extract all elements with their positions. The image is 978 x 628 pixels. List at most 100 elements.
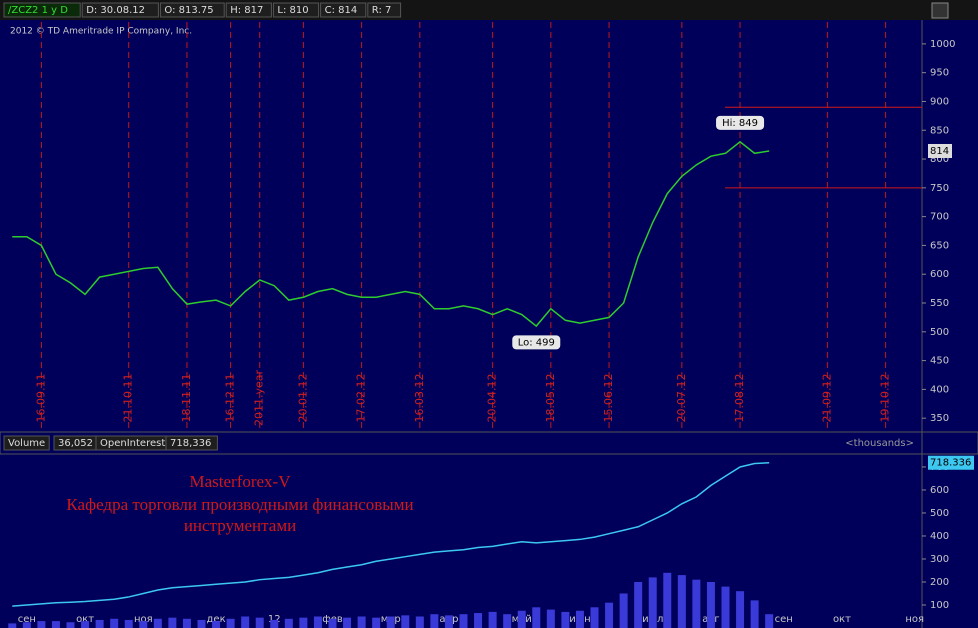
units-label: <thousands> (845, 438, 914, 449)
y-tick-label: 500 (930, 508, 949, 519)
x-tick-label: 21.10.11 (122, 374, 135, 423)
y-tick-label: 500 (930, 327, 949, 338)
watermark: Кафедра торговли производными финансовым… (66, 495, 413, 514)
y-tick-label: 900 (930, 96, 949, 107)
volume-bar (634, 581, 643, 628)
volume-bar (139, 621, 148, 628)
settings-button[interactable] (931, 2, 949, 19)
watermark: инструментами (184, 516, 296, 535)
volume-bar (605, 602, 614, 628)
volume-bar (22, 622, 31, 628)
volume-bar (110, 618, 119, 628)
header-field: D: 30.08.12 (86, 5, 145, 16)
volume-bar (736, 591, 745, 628)
y-tick-label: 400 (930, 384, 949, 395)
volume-bar (590, 607, 599, 628)
x-tick-label: дек (207, 614, 226, 625)
copyright: 2012 © TD Ameritrade IP Company, Inc. (10, 27, 192, 37)
volume-bar (677, 575, 686, 628)
volume-bar (153, 618, 162, 628)
y-tick-label: 1000 (930, 39, 955, 50)
last-value-label: 718.336 (930, 458, 971, 469)
annotation: Lo: 499 (518, 337, 555, 348)
header-field: R: 7 (372, 5, 392, 16)
y-tick-label: 100 (930, 600, 949, 611)
volume-bar (517, 610, 526, 628)
header-field-box (3, 2, 81, 18)
volume-bar (284, 618, 293, 628)
header-field-box (320, 2, 367, 18)
header-field: O: 813.75 (164, 5, 213, 16)
x-tick-label: 19.10.12 (879, 374, 892, 423)
lower-header-text: 718,336 (170, 438, 211, 449)
y-tick-label: 750 (930, 183, 949, 194)
volume-bar (343, 617, 352, 628)
volume-bar (546, 609, 555, 628)
volume-bar (255, 617, 264, 628)
y-tick-label: 600 (930, 485, 949, 496)
header-field-box (272, 2, 320, 18)
volume-bar (401, 615, 410, 628)
last-value-box (928, 455, 974, 470)
x-tick-label: ноя (134, 614, 153, 625)
volume-bar (561, 611, 570, 628)
x-tick-label: окт (76, 614, 94, 625)
annotation-box (716, 115, 765, 130)
header-field: /ZCZ2 1 y D (8, 5, 68, 16)
volume-bar (663, 572, 672, 628)
x-tick-label: окт (833, 614, 851, 625)
header-field: H: 817 (230, 5, 263, 16)
header-field: C: 814 (325, 5, 358, 16)
annotation-box (512, 335, 561, 350)
volume-bar (430, 614, 439, 628)
volume-bar (372, 617, 381, 628)
volume-bar (532, 607, 541, 628)
y-tick-label: 400 (930, 531, 949, 542)
lower-header-text: Volume (8, 438, 45, 449)
volume-bar (619, 593, 628, 628)
x-tick-label: 21.09.12 (820, 374, 833, 423)
lower-header-box (3, 435, 50, 451)
y-tick-label: 300 (930, 554, 949, 565)
x-tick-label: 20.01.12 (296, 374, 309, 423)
header-field-box (81, 2, 159, 18)
x-tick-label: 12 (268, 614, 281, 625)
y-tick-label: 850 (930, 125, 949, 136)
lower-header-box (165, 435, 218, 451)
volume-bar (415, 616, 424, 628)
volume-bar (765, 614, 774, 628)
volume-bar (357, 616, 366, 628)
y-tick-label: 550 (930, 298, 949, 309)
x-tick-label: 16.12.11 (224, 374, 237, 423)
volume-bar (750, 600, 759, 628)
y-tick-label: 450 (930, 356, 949, 367)
x-tick-label: сен (775, 614, 793, 625)
header-field-box (367, 2, 402, 18)
header-field-box (225, 2, 272, 18)
volume-bar (81, 621, 90, 628)
x-tick-label: 18.05.12 (544, 374, 557, 423)
lower-header-bar (0, 431, 978, 455)
open-interest-line (12, 461, 770, 607)
volume-bar (706, 581, 715, 628)
volume-bar (444, 615, 453, 628)
volume-bar (721, 586, 730, 628)
volume-bar (270, 619, 279, 628)
volume-bar (313, 616, 322, 628)
watermark: Masterforex-V (189, 472, 291, 491)
header-field-box (159, 2, 225, 18)
y-tick-label: 200 (930, 577, 949, 588)
volume-bar (37, 621, 46, 628)
volume-bar (197, 619, 206, 628)
volume-bar (503, 614, 512, 628)
y-tick-label: 600 (930, 269, 949, 280)
volume-bar (459, 614, 468, 628)
x-tick-label: 20.07.12 (675, 374, 688, 423)
lower-header-text: OpenInterest (100, 438, 165, 449)
annotation: Hi: 849 (722, 118, 758, 129)
x-tick-label: 17.02.12 (355, 374, 368, 423)
volume-bar (182, 618, 191, 628)
volume-bar (575, 610, 584, 628)
last-value-label: 814 (930, 146, 949, 157)
